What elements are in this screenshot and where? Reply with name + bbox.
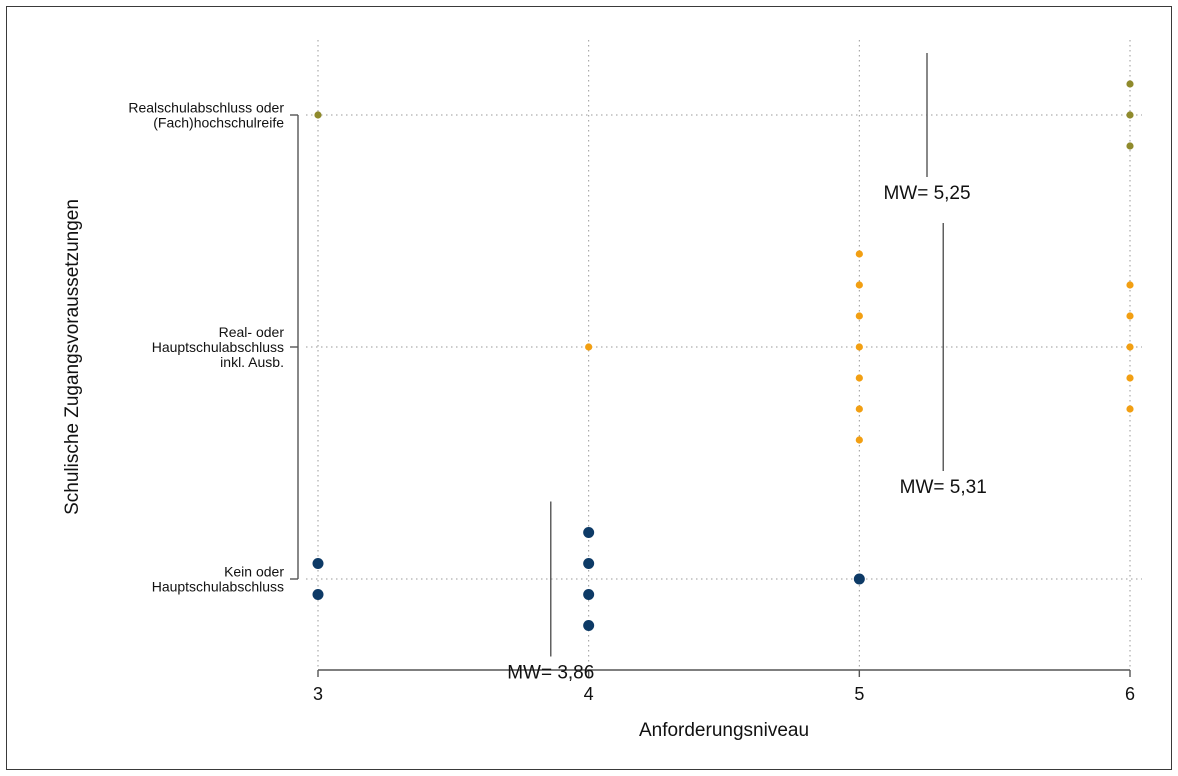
x-tick-label-3: 3	[313, 684, 323, 704]
y-category-label-cat2: Real- oder Hauptschulabschluss inkl. Ausb.	[152, 324, 285, 370]
data-point-cat3-x6	[1126, 142, 1134, 150]
data-point-cat2-x6	[1126, 405, 1134, 413]
data-point-cat2-x4	[585, 343, 593, 351]
y-category-label-cat3: Realschulabschluss oder (Fach)hochschulre…	[128, 100, 284, 131]
data-point-cat2-x6	[1126, 281, 1134, 289]
data-point-cat1-x4	[583, 527, 595, 538]
data-point-cat2-x5	[855, 343, 863, 351]
data-point-cat1-x5	[853, 573, 865, 585]
mean-label-cat3: MW= 5,25	[883, 183, 970, 204]
x-tick-label-5: 5	[854, 684, 864, 704]
data-point-cat3-x3	[314, 111, 322, 119]
x-tick-label-4: 4	[584, 684, 594, 704]
y-axis-title: Schulische Zugangsvoraussetzungen	[62, 199, 83, 515]
y-category-label-cat1: Kein oder Hauptschulabschluss	[152, 564, 285, 595]
data-point-cat3-x6	[1126, 80, 1134, 88]
data-point-cat2-x5	[855, 312, 863, 320]
chart-frame	[6, 6, 1172, 770]
data-point-cat2-x6	[1126, 343, 1134, 351]
data-point-cat3-x6	[1126, 111, 1134, 119]
y-category-label-line: Hauptschulabschluss	[152, 339, 284, 355]
grid-lines	[306, 40, 1142, 670]
data-point-cat1-x3	[312, 589, 324, 600]
data-points	[312, 80, 1134, 631]
y-category-label-line: Hauptschulabschluss	[152, 579, 284, 595]
x-tick-label-6: 6	[1125, 684, 1135, 704]
data-point-cat2-x6	[1126, 312, 1134, 320]
data-point-cat2-x6	[1126, 374, 1134, 382]
mean-markers: MW= 3,86 MW= 5,31 MW= 5,25	[507, 53, 987, 684]
data-point-cat1-x3	[312, 558, 324, 569]
data-point-cat2-x5	[855, 281, 863, 289]
data-point-cat1-x4	[583, 558, 595, 569]
y-category-label-line: Real- oder	[219, 324, 285, 340]
y-category-label-line: Realschulabschluss oder	[128, 100, 284, 116]
data-point-cat2-x5	[855, 374, 863, 382]
data-point-cat2-x5	[855, 405, 863, 413]
y-category-label-line: inkl. Ausb.	[220, 354, 284, 370]
mean-label-cat1: MW= 3,86	[507, 663, 594, 684]
data-point-cat1-x4	[583, 620, 595, 631]
data-point-cat1-x4	[583, 589, 595, 600]
y-category-label-line: Kein oder	[224, 564, 284, 580]
data-point-cat2-x5	[855, 250, 863, 258]
x-axis-title: Anforderungsniveau	[639, 720, 809, 741]
mean-label-cat2: MW= 5,31	[900, 477, 987, 498]
y-category-label-line: (Fach)hochschulreife	[153, 115, 284, 131]
data-point-cat2-x5	[855, 436, 863, 444]
